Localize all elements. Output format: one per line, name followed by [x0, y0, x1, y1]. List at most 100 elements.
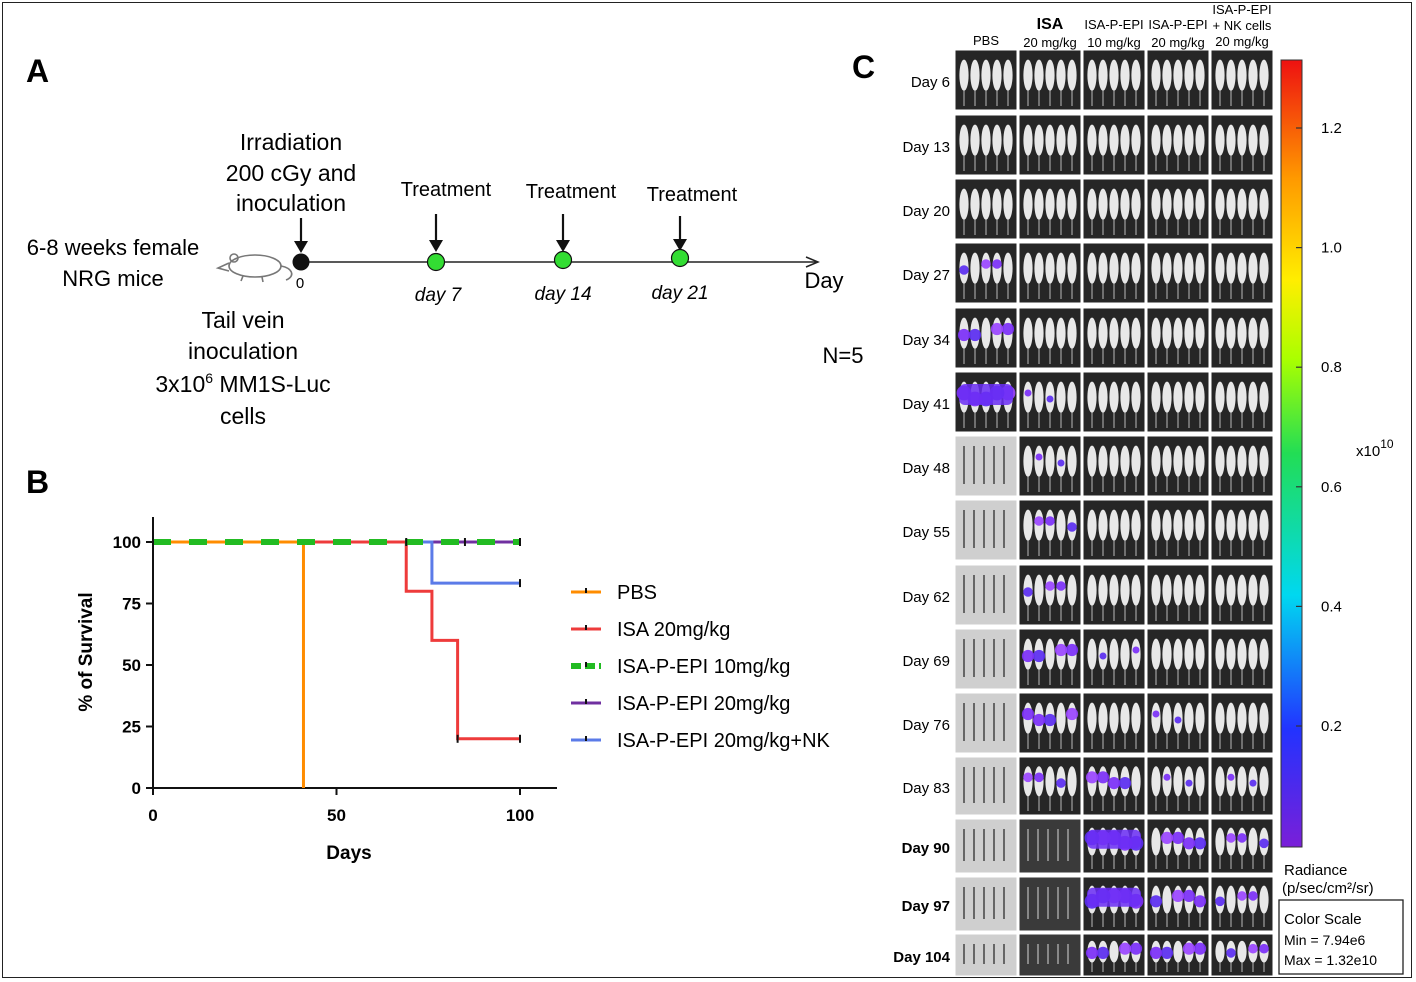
mouse-body	[1023, 445, 1033, 477]
mouse-body	[970, 252, 980, 284]
mouse-body	[1109, 188, 1119, 220]
empty-slot	[1037, 887, 1039, 919]
mouse-body	[1151, 445, 1161, 477]
mouse-body	[1215, 827, 1225, 856]
bioluminescence-signal	[1021, 707, 1035, 721]
mouse-body	[1237, 509, 1247, 541]
n-label: N=5	[823, 343, 864, 368]
image-cell-background	[954, 564, 1018, 626]
bioluminescence-signal	[1045, 516, 1055, 526]
tail-line4: cells	[220, 403, 266, 429]
bioluminescence-signal	[1237, 891, 1247, 901]
bioluminescence-signal	[1259, 943, 1269, 954]
bioluminescence-signal	[1001, 322, 1015, 336]
row-label-7: Day 55	[902, 524, 950, 541]
mouse-body	[1098, 445, 1108, 477]
mouse-body	[1237, 445, 1247, 477]
mouse-body	[1162, 252, 1172, 284]
mouse-body	[992, 59, 1002, 91]
y-axis-title: % of Survival	[76, 592, 97, 711]
legend-label-4: ISA-P-EPI 20mg/kg+NK	[617, 730, 831, 752]
mouse-body	[1237, 252, 1247, 284]
mouse-body	[1098, 252, 1108, 284]
empty-slot	[963, 829, 965, 861]
image-cell	[1146, 371, 1210, 433]
panel-a-timeline: A 6-8 weeks female NRG mice Irradiation …	[26, 53, 864, 429]
mouse-body	[1215, 445, 1225, 477]
empty-slot	[983, 829, 985, 861]
mouse-body	[1087, 574, 1097, 606]
tail-line1: Tail vein	[201, 307, 284, 333]
mouse-body	[1195, 381, 1205, 413]
image-cell-background	[1018, 818, 1082, 874]
mouse-body	[1109, 702, 1119, 734]
image-cell-background	[954, 499, 1018, 561]
image-cell	[1018, 628, 1082, 690]
mouse-body	[1215, 188, 1225, 220]
x-tick-label: 100	[506, 806, 534, 825]
image-cell-background	[954, 933, 1018, 977]
mice-label-line1: 6-8 weeks female	[27, 235, 199, 260]
mouse-body	[1237, 317, 1247, 349]
image-cell	[1018, 371, 1082, 433]
mouse-body	[1098, 124, 1108, 156]
mouse-body	[1120, 124, 1130, 156]
mice-label-line2: NRG mice	[62, 266, 163, 291]
empty-slot	[983, 639, 985, 677]
mouse-body	[1173, 509, 1183, 541]
bioluminescence-signal	[1065, 643, 1079, 657]
mouse-body	[981, 317, 991, 349]
bioluminescence-signal	[1035, 453, 1043, 461]
mouse-body	[1109, 317, 1119, 349]
survival-plot: 0 25 50 75 100 0 50 100 Days % of Survival	[76, 517, 557, 864]
irradiation-line1: Irradiation	[240, 129, 342, 155]
mouse-body	[1226, 638, 1236, 670]
mouse-body	[1162, 381, 1172, 413]
image-cell	[954, 628, 1018, 690]
row-label-8: Day 62	[902, 589, 950, 606]
mouse-body	[1098, 702, 1108, 734]
row-label-14: Day 104	[893, 949, 950, 966]
image-cell	[954, 756, 1018, 816]
mouse-body	[1184, 445, 1194, 477]
tail-line3: 3x106 MM1S-Luc	[155, 370, 330, 397]
mouse-body	[1184, 638, 1194, 670]
mouse-body	[981, 59, 991, 91]
mouse-body	[1131, 574, 1141, 606]
bioluminescence-signal	[1163, 773, 1171, 781]
empty-slot	[963, 510, 965, 548]
image-cell-background	[954, 818, 1018, 874]
legend-label-1: ISA 20mg/kg	[617, 619, 730, 641]
mouse-body	[1162, 766, 1172, 797]
bioluminescence-signal	[1248, 943, 1258, 954]
mouse-body	[1034, 252, 1044, 284]
image-cell	[1018, 499, 1082, 561]
image-cell	[1082, 307, 1146, 369]
image-cell	[954, 49, 1018, 111]
treatment-dot-2	[553, 250, 573, 270]
tail-line3-sup: 6	[205, 370, 213, 386]
column-header-line2-4: + NK cells	[1213, 18, 1272, 33]
mouse-body	[1248, 59, 1258, 91]
bioluminescence-signal	[1045, 581, 1055, 591]
colorbar-tick-label: 0.6	[1321, 479, 1342, 496]
panel-a-letter: A	[26, 53, 49, 89]
mouse-body	[1003, 188, 1013, 220]
treatment-day-2: day 14	[534, 284, 591, 305]
image-cell	[1146, 499, 1210, 561]
mouse-body	[1226, 188, 1236, 220]
image-cell	[954, 499, 1018, 561]
image-cell	[1210, 114, 1274, 176]
mouse-body	[1237, 124, 1247, 156]
empty-slot	[973, 767, 975, 803]
mouse-body	[1151, 59, 1161, 91]
bioluminescence-signal	[1193, 895, 1207, 908]
mouse-body	[1226, 509, 1236, 541]
bioluminescence-signal	[1057, 459, 1065, 467]
image-cell	[1082, 371, 1146, 433]
image-cell	[1146, 435, 1210, 497]
bioluminescence-signal	[957, 328, 971, 342]
color-scale-min: Min = 7.94e6	[1284, 932, 1366, 948]
mouse-body	[1195, 59, 1205, 91]
bioluminescence-signal	[1193, 942, 1207, 955]
